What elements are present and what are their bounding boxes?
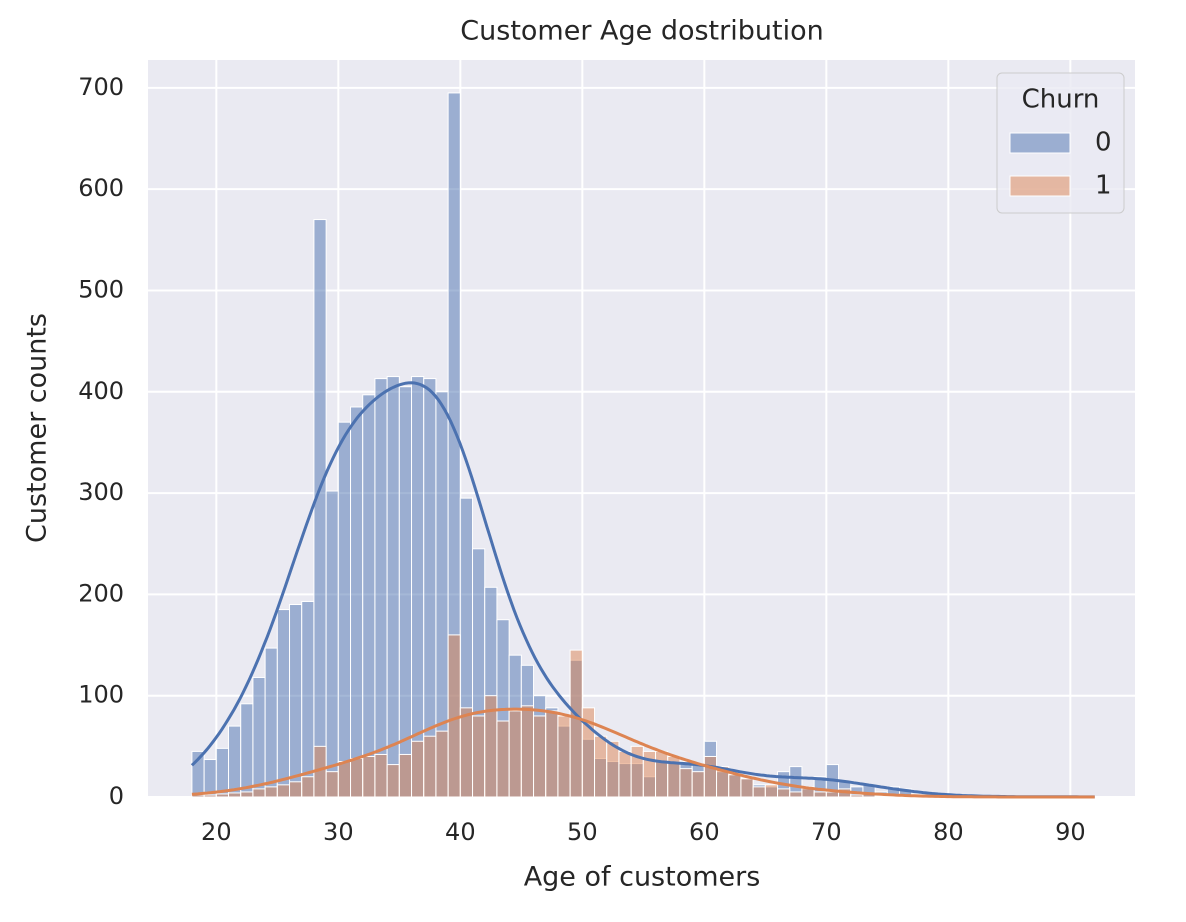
bar [496, 720, 510, 798]
marks [190, 92, 1096, 799]
bar [435, 730, 449, 798]
bar [386, 376, 400, 798]
x-tick-label: 90 [1055, 818, 1086, 846]
bar [533, 715, 547, 798]
bar [569, 649, 583, 798]
legend: Churn 0 1 [996, 72, 1125, 214]
bar [398, 386, 413, 798]
legend-title: Churn [1022, 85, 1100, 115]
bar [325, 490, 339, 798]
bar [228, 725, 242, 798]
x-tick-label: 70 [811, 818, 842, 846]
legend-label: 0 [1095, 128, 1112, 158]
y-tick-label: 100 [78, 681, 124, 709]
bar [752, 786, 766, 798]
bar [398, 753, 413, 798]
y-axis-label: Customer counts [22, 313, 53, 543]
bar [825, 791, 840, 798]
bar [740, 778, 754, 798]
bar [276, 784, 291, 798]
bar [691, 771, 705, 798]
x-tick-label: 30 [323, 818, 354, 846]
legend-label: 1 [1095, 171, 1112, 201]
x-tick-label: 20 [201, 818, 232, 846]
x-tick-label: 40 [445, 818, 476, 846]
legend-swatch [1009, 175, 1071, 197]
bar [240, 703, 254, 798]
bar [215, 793, 230, 798]
legend-swatch [1009, 132, 1071, 154]
bar [228, 792, 242, 798]
bar [520, 705, 535, 798]
x-tick-label: 50 [567, 818, 598, 846]
bar [337, 421, 352, 798]
bar [850, 794, 864, 798]
bar [362, 755, 376, 798]
y-tick-label: 600 [78, 174, 124, 202]
bar [813, 791, 827, 798]
bar [264, 786, 278, 798]
bar [301, 776, 315, 798]
bar [472, 715, 486, 798]
bar [350, 758, 364, 798]
bar [777, 788, 791, 798]
bar [350, 406, 364, 798]
bar [618, 750, 632, 798]
bar [789, 791, 803, 798]
kde-line [191, 707, 1095, 799]
bar [362, 394, 376, 798]
bar [386, 764, 400, 798]
bar [289, 781, 303, 798]
bar [252, 788, 266, 798]
bar [264, 647, 278, 798]
bar [703, 755, 718, 798]
bar [557, 715, 571, 798]
bar [301, 600, 315, 798]
bar [411, 740, 425, 798]
bar [313, 219, 327, 798]
y-tick-label: 700 [78, 73, 124, 101]
y-tick-label: 300 [78, 478, 124, 506]
bar [337, 761, 352, 798]
bar [374, 753, 388, 798]
bar [289, 604, 303, 798]
kde-line [190, 381, 1095, 799]
y-tick-label: 200 [78, 579, 124, 607]
bar [325, 771, 339, 798]
bar [459, 707, 474, 798]
y-tick-label: 0 [109, 782, 124, 810]
bar [594, 735, 608, 798]
bar [606, 740, 620, 798]
x-tick-label: 80 [933, 818, 964, 846]
y-tick-label: 500 [78, 275, 124, 303]
bar [374, 378, 388, 798]
bar [679, 768, 693, 798]
bar [203, 794, 217, 798]
bar [423, 735, 437, 798]
bar [655, 750, 669, 798]
y-tick-label: 400 [78, 377, 124, 405]
bar [276, 609, 291, 798]
bar [545, 710, 559, 798]
bar [252, 676, 266, 798]
bar [508, 710, 522, 798]
bar [423, 378, 437, 798]
bar [728, 774, 742, 798]
chart-title: Customer Age dostribution [460, 16, 823, 47]
bar [874, 795, 888, 798]
bar [764, 784, 779, 798]
x-axis-label: Age of customers [524, 862, 761, 893]
bar [240, 791, 254, 798]
x-tick-label: 60 [689, 818, 720, 846]
